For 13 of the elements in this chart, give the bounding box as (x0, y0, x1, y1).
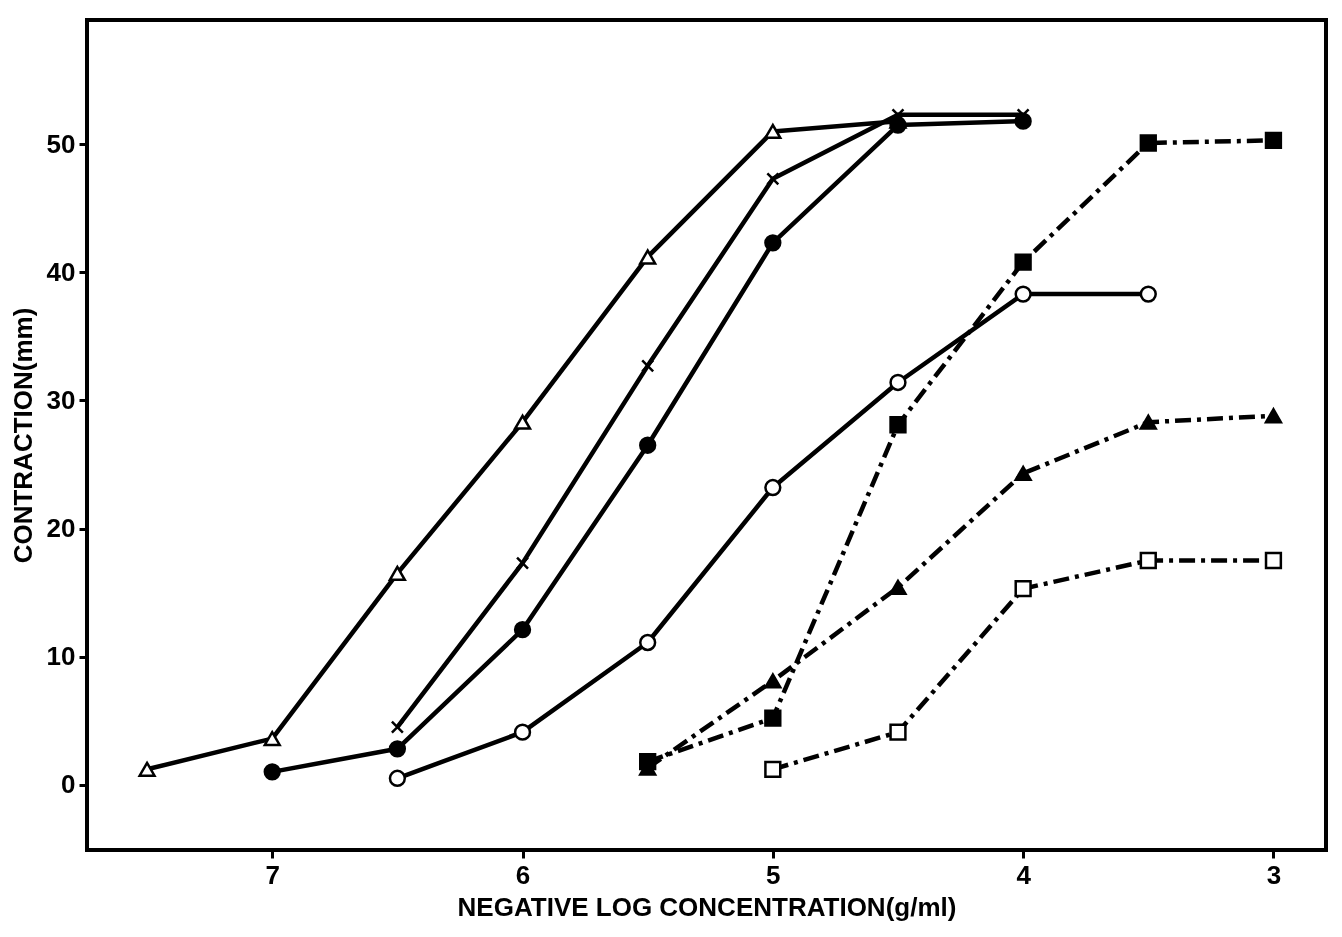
y-tick-label: 50 (46, 128, 76, 159)
y-tick-label: 0 (61, 769, 76, 800)
y-tick-label: 40 (46, 256, 76, 287)
y-tick-label: 20 (46, 513, 76, 543)
x-tick-label: 3 (1266, 859, 1282, 890)
x-axis-title: NEGATIVE LOG CONCENTRATION(g/ml) (457, 891, 957, 922)
y-tick-label: 10 (46, 641, 76, 672)
x-tick-label: 7 (265, 859, 280, 890)
x-tick-label: 4 (1016, 859, 1032, 890)
y-axis-title: CONTRACTION(mm) (7, 307, 38, 564)
x-tick-label: 6 (515, 859, 531, 890)
y-tick-label: 30 (46, 384, 76, 415)
x-tick-label: 5 (766, 859, 781, 890)
